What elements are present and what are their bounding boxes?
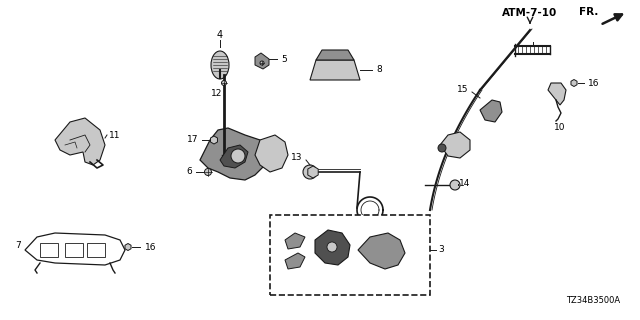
Text: 6: 6	[186, 167, 192, 177]
Polygon shape	[358, 233, 405, 269]
Polygon shape	[255, 53, 269, 69]
Polygon shape	[315, 230, 350, 265]
Text: 14: 14	[459, 179, 470, 188]
Circle shape	[438, 144, 446, 152]
Circle shape	[231, 149, 245, 163]
Text: 15: 15	[456, 85, 468, 94]
Polygon shape	[285, 233, 305, 249]
Bar	[270, 215, 430, 295]
Circle shape	[303, 165, 317, 179]
Text: 16: 16	[145, 243, 157, 252]
Text: 18: 18	[352, 233, 364, 242]
Circle shape	[205, 169, 211, 175]
Text: 7: 7	[15, 241, 21, 250]
Polygon shape	[220, 145, 248, 168]
Text: 4: 4	[217, 30, 223, 40]
Circle shape	[260, 61, 264, 65]
Polygon shape	[316, 50, 354, 60]
Polygon shape	[211, 136, 218, 144]
Text: 17: 17	[186, 135, 198, 145]
Bar	[65, 243, 83, 257]
Polygon shape	[571, 79, 577, 86]
Polygon shape	[200, 128, 268, 180]
Polygon shape	[480, 100, 502, 122]
Text: 8: 8	[376, 66, 381, 75]
Text: 1: 1	[275, 228, 280, 237]
Text: 3: 3	[438, 245, 444, 254]
Polygon shape	[285, 253, 305, 269]
Polygon shape	[548, 83, 566, 105]
Polygon shape	[310, 60, 360, 80]
Circle shape	[450, 180, 460, 190]
Ellipse shape	[211, 51, 229, 79]
Text: 13: 13	[291, 154, 302, 163]
Polygon shape	[255, 135, 288, 172]
Text: TZ34B3500A: TZ34B3500A	[566, 296, 620, 305]
Polygon shape	[55, 118, 105, 165]
Text: 11: 11	[109, 131, 120, 140]
Bar	[40, 243, 58, 257]
Text: FR.: FR.	[579, 7, 598, 17]
Circle shape	[327, 242, 337, 252]
Polygon shape	[308, 166, 318, 178]
Text: 16: 16	[588, 78, 600, 87]
Text: 2: 2	[275, 259, 280, 268]
Text: 12: 12	[211, 90, 223, 99]
Polygon shape	[125, 244, 131, 251]
Circle shape	[221, 81, 227, 85]
Text: 10: 10	[554, 123, 566, 132]
Polygon shape	[440, 132, 470, 158]
Text: 5: 5	[281, 54, 287, 63]
Text: 9: 9	[372, 223, 378, 233]
Text: ATM-7-10: ATM-7-10	[502, 8, 557, 18]
Bar	[87, 243, 105, 257]
